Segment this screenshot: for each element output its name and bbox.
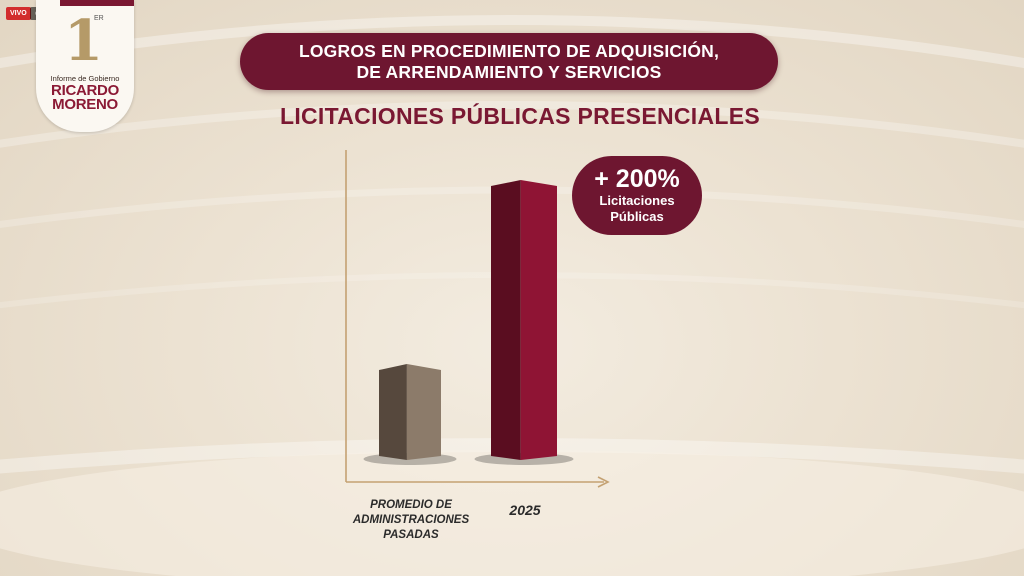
logo-informe-text: Informe de Gobierno bbox=[50, 74, 120, 83]
percent-badge: + 200% Licitaciones Públicas bbox=[572, 156, 702, 235]
chart-subtitle: LICITACIONES PÚBLICAS PRESENCIALES bbox=[279, 103, 761, 129]
category-label-past-line-1: PROMEDIO DE bbox=[370, 499, 452, 511]
logo-number: 1 bbox=[64, 8, 103, 74]
logo-card bbox=[36, 0, 134, 132]
logo-name-last: MORENO bbox=[52, 96, 118, 113]
category-label-2025: 2025 bbox=[509, 502, 541, 518]
bar-2025 bbox=[520, 180, 557, 460]
logo-superscript: ER bbox=[94, 15, 104, 22]
bar-past-administrations-side bbox=[379, 364, 407, 460]
bar-2025-side bbox=[491, 180, 521, 460]
category-label-past-line-3: PASADAS bbox=[383, 529, 439, 541]
percent-badge-line-1: Licitaciones bbox=[599, 193, 675, 208]
percent-badge-line-2: Públicas bbox=[610, 209, 664, 224]
percent-badge-value: + 200% bbox=[594, 165, 680, 193]
header-line-2: DE ARRENDAMIENTO Y SERVICIOS bbox=[356, 61, 662, 82]
category-label-past-line-2: ADMINISTRACIONES bbox=[352, 514, 470, 526]
logo-name-first: RICARDO bbox=[51, 82, 119, 99]
x-axis-arrow bbox=[597, 476, 610, 488]
logo-top-bar bbox=[60, 0, 134, 6]
bar-past-administrations bbox=[406, 364, 441, 460]
header-line-1: LOGROS EN PROCEDIMIENTO DE ADQUISICIÓN, bbox=[298, 40, 720, 61]
header-pill: LOGROS EN PROCEDIMIENTO DE ADQUISICIÓN, … bbox=[240, 33, 778, 90]
category-label-past: PROMEDIO DE ADMINISTRACIONES PASADAS bbox=[336, 498, 486, 543]
live-badge: VIVO bbox=[6, 7, 31, 20]
